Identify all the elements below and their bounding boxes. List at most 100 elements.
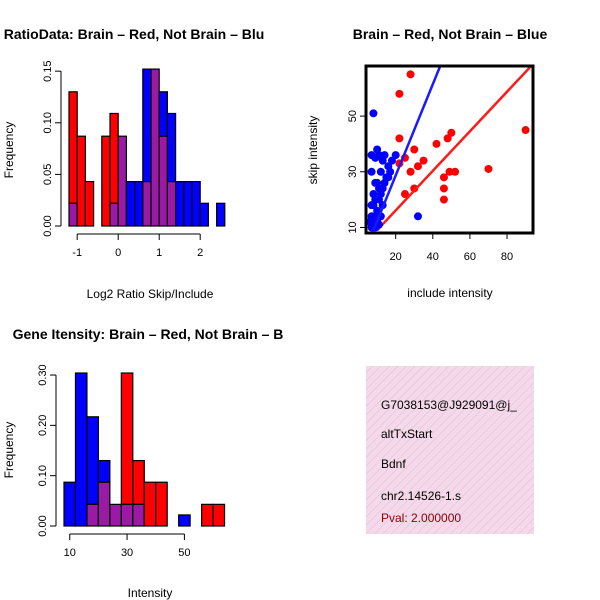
- intensity-x-tick-label: 10: [64, 547, 76, 559]
- intensity-bar: [97, 459, 111, 483]
- scatter-point-red: [419, 156, 428, 165]
- scatter-ylabel: skip intensity: [306, 116, 320, 185]
- ratio-bar: [166, 112, 177, 183]
- scatter-point-blue: [367, 151, 376, 160]
- intensity-histogram-bars: [63, 372, 226, 527]
- ratio-x-tick-label: -1: [72, 247, 82, 259]
- ratio-x-tick-label: 1: [156, 247, 162, 259]
- scatter-point-red: [439, 195, 448, 204]
- scatter-point-red: [410, 145, 419, 154]
- ratio-histogram-bars: [68, 68, 226, 227]
- scatter-point-red: [451, 167, 460, 176]
- ratio-x-tick-label: 0: [115, 247, 121, 259]
- scatter-point-red: [439, 173, 448, 182]
- ratio-y-tick-label: 0.05: [42, 164, 54, 185]
- scatter-point-red: [406, 167, 415, 176]
- intensity-overlap-bar: [132, 503, 145, 527]
- intensity-bar: [86, 416, 100, 505]
- ratio-bar: [125, 181, 136, 227]
- scatter-point-red: [439, 184, 448, 193]
- intensity-histogram: Gene Itensity: Brain – Red, Not Brain – …: [2, 326, 283, 600]
- scatter-y-tick-label: 30: [347, 166, 359, 178]
- scatter-point-blue: [369, 190, 378, 199]
- scatter-x-tick-label: 60: [464, 251, 476, 263]
- ratio-y-tick-label: 0.00: [42, 215, 54, 236]
- scatter-frame: [364, 64, 535, 235]
- intensity-y-tick-label: 0.20: [37, 415, 49, 436]
- intensity-bar: [74, 372, 88, 527]
- scatter-point-blue: [367, 167, 376, 176]
- intensity-bar: [132, 459, 145, 505]
- scatter-point-blue: [374, 184, 383, 193]
- info-panel: G7038153@J929091@j_ altTxStart Bdnf chr2…: [366, 366, 534, 534]
- scatter-point-blue: [374, 151, 383, 160]
- intensity-y-tick-label: 0.10: [37, 465, 49, 486]
- scatter-y-tick-label: 50: [347, 110, 359, 122]
- scatter-point-red: [406, 70, 415, 79]
- scatter-xlabel: include intensity: [407, 286, 492, 300]
- ratio-bar: [101, 135, 111, 227]
- ratio-bar: [134, 181, 144, 227]
- intensity-y-tick-label: 0.00: [37, 515, 49, 536]
- info-gene: Bdnf: [381, 457, 406, 471]
- intensity-x-tick-label: 50: [178, 547, 190, 559]
- scatter-point-red: [410, 184, 419, 193]
- ratio-overlap-bar: [68, 202, 78, 227]
- ratio-bar: [183, 181, 193, 227]
- scatter-point-red: [484, 164, 493, 173]
- ratio-bar: [191, 181, 201, 227]
- ratio-overlap-bar: [150, 68, 160, 227]
- ratio-overlap-bar: [109, 202, 119, 227]
- ratio-y-tick-label: 0.15: [42, 60, 54, 81]
- intensity-histogram-ylabel: Frequency: [2, 422, 16, 479]
- ratio-x-tick-label: 2: [197, 247, 203, 259]
- ratio-bar: [175, 181, 185, 227]
- scatter-point-red: [521, 126, 530, 135]
- intensity-bar: [178, 514, 191, 527]
- scatter-point-red: [413, 162, 422, 171]
- intensity-bar: [63, 481, 77, 527]
- info-panel-background: [366, 366, 534, 534]
- scatter-plot: Brain – Red, Not Brain – Blue 20 40 60 80 10…: [306, 26, 547, 300]
- ratio-histogram-axes: -1 0 1 2 0.00 0.05 0.10 0.15: [42, 60, 203, 259]
- intensity-bar: [212, 503, 226, 527]
- ratio-bar: [76, 135, 86, 227]
- ratio-overlap-bar: [142, 181, 152, 227]
- ratio-bar: [68, 91, 78, 204]
- info-pval: Pval: 2.000000: [381, 511, 461, 525]
- intensity-bar: [155, 481, 168, 527]
- scatter-points: [366, 66, 533, 232]
- scatter-point-red: [432, 139, 441, 148]
- scatter-point-red: [395, 134, 404, 143]
- ratio-bar: [84, 181, 95, 227]
- scatter-point-red: [447, 128, 456, 137]
- intensity-histogram-title: Gene Itensity: Brain – Red, Not Brain – …: [13, 326, 284, 342]
- scatter-x-tick-label: 20: [390, 251, 402, 263]
- scatter-x-tick-label: 80: [501, 251, 513, 263]
- ratio-bar: [199, 202, 209, 227]
- ratio-histogram: RatioData: Brain – Red, Not Brain – Blu …: [2, 26, 264, 301]
- ratio-histogram-ylabel: Frequency: [2, 122, 16, 179]
- intensity-y-tick-label: 0.30: [37, 364, 49, 385]
- scatter-point-blue: [376, 167, 385, 176]
- scatter-fit-line-red: [376, 66, 533, 232]
- intensity-x-tick-label: 30: [121, 547, 133, 559]
- ratio-overlap-bar: [158, 135, 168, 227]
- scatter-axes: 20 40 60 80 10 30 50: [347, 64, 535, 263]
- scatter-point-blue: [413, 212, 422, 221]
- ratio-overlap-bar: [117, 135, 127, 227]
- ratio-bar: [142, 68, 152, 183]
- intensity-overlap-bar: [97, 481, 111, 527]
- intensity-histogram-axes: 10 30 50 0.00 0.10 0.20 0.30: [37, 364, 191, 559]
- intensity-bar: [201, 503, 214, 527]
- scatter-point-blue: [391, 151, 400, 160]
- scatter-fit-line-blue: [372, 66, 442, 231]
- info-event: altTxStart: [381, 427, 433, 441]
- intensity-overlap-bar: [120, 503, 134, 527]
- intensity-bar: [143, 481, 157, 527]
- scatter-point-red: [400, 190, 409, 199]
- ratio-y-tick-label: 0.10: [42, 112, 54, 133]
- info-locus: chr2.14526-1.s: [381, 489, 461, 503]
- info-id: G7038153@J929091@j_: [381, 398, 517, 412]
- ratio-histogram-title: RatioData: Brain – Red, Not Brain – Blu: [4, 26, 265, 42]
